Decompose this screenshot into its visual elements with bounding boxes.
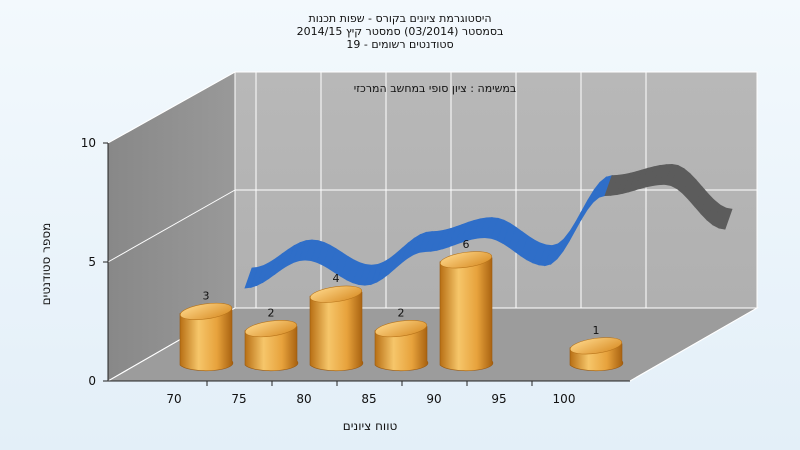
x-tick-label: 80 (296, 392, 311, 406)
bar-value-label: 2 (268, 307, 275, 320)
curve-ribbon (244, 163, 733, 289)
bar-value-label: 1 (593, 324, 600, 337)
bar: 4 (309, 272, 364, 372)
y-tick-label: 5 (88, 255, 96, 269)
x-tick-label: 100 (553, 392, 576, 406)
bar: 3 (179, 289, 234, 372)
bars: 3 2 4 2 6 1 (179, 238, 624, 372)
title-line-1: היסטוגרמת ציונים בקורס - שפות תכנות (308, 12, 491, 25)
x-tick-label: 75 (231, 392, 246, 406)
y-tick-label: 0 (88, 374, 96, 388)
bar-value-label: 4 (333, 272, 340, 285)
title-line-2: בסמסטר (03/2014) סמסטר קיץ 2014/15 (297, 25, 504, 38)
bar: 2 (374, 307, 429, 372)
y-ticks: 0 5 10 (81, 136, 108, 388)
floor-front-right-edge (629, 307, 758, 382)
grid-lines (107, 71, 757, 382)
bar: 1 (569, 324, 624, 372)
chart-subtitle: במשימה : ציון סופי במחשב המרכזי (354, 82, 517, 95)
x-tick-label: 90 (426, 392, 441, 406)
bar: 6 (439, 238, 494, 372)
bar-cap (309, 285, 363, 303)
title-line-3: סטודנטים רשומים - 19 (346, 38, 453, 51)
y-axis-label: מספר סטודנטים (39, 223, 53, 306)
bar-value-label: 3 (203, 289, 210, 302)
bar-cap (374, 320, 428, 338)
y-tick-label: 10 (81, 136, 96, 150)
x-ticks: 70 75 80 85 90 95 100 (166, 381, 575, 406)
curve-segment (718, 207, 733, 230)
x-tick-label: 85 (361, 392, 376, 406)
x-tick-label: 95 (491, 392, 506, 406)
bar: 2 (244, 307, 299, 372)
bar-cap (569, 337, 623, 355)
x-axis-label: טווח ציונים (343, 419, 398, 433)
bar-cap (244, 320, 298, 338)
bar-cap (439, 251, 493, 269)
bar-value-label: 6 (463, 238, 470, 251)
bar-value-label: 2 (398, 307, 405, 320)
x-tick-label: 70 (166, 392, 181, 406)
bar-cap (179, 302, 233, 320)
